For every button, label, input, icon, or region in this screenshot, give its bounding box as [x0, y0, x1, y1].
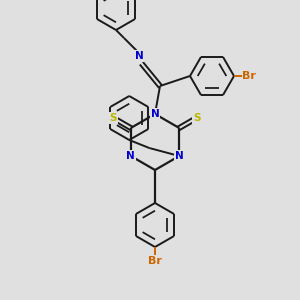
Text: N: N — [126, 151, 135, 161]
Text: Br: Br — [242, 71, 256, 81]
Text: S: S — [193, 113, 200, 123]
Text: Br: Br — [148, 256, 162, 266]
Text: N: N — [135, 51, 143, 61]
Text: N: N — [151, 109, 159, 119]
Text: N: N — [175, 151, 184, 161]
Text: S: S — [110, 113, 117, 123]
